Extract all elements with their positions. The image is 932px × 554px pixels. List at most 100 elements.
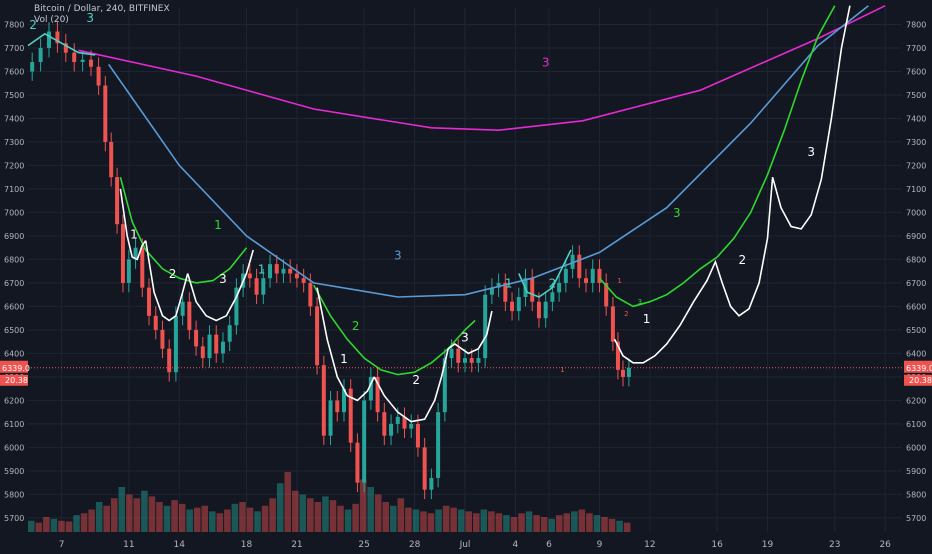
y-axis-tick-left: 6900 (4, 232, 24, 241)
candle-body (254, 278, 259, 295)
y-axis-tick-right: 7000 (906, 208, 926, 217)
volume-bar (495, 513, 503, 532)
candle-body (626, 367, 631, 377)
candle-body (187, 301, 192, 330)
volume-bar (473, 513, 480, 532)
volume-bar (103, 505, 110, 532)
volume-bar (510, 517, 518, 532)
y-axis-tick-left: 7400 (4, 114, 24, 123)
volume-indicator-label: Vol (20) (34, 15, 69, 25)
curve-teal-top (27, 32, 96, 56)
volume-bar (352, 503, 359, 532)
volume-bar (420, 511, 427, 532)
candle-body (321, 365, 326, 436)
volume-bar (269, 498, 276, 532)
candle-body (590, 268, 595, 283)
candle-body (449, 348, 454, 359)
volume-bar (314, 502, 322, 532)
price-badge-left (0, 360, 28, 373)
volume-bar (299, 494, 307, 532)
volume-bar (359, 479, 367, 532)
candle-body (355, 442, 360, 483)
candle-body (584, 278, 589, 283)
y-axis-tick-left: 6600 (4, 302, 24, 311)
curve-white-2a (144, 240, 189, 322)
candle-body (167, 348, 172, 373)
y-axis-tick-left: 7700 (4, 44, 24, 53)
x-axis-tick-label: 23 (829, 540, 840, 550)
volume-bar (193, 507, 201, 532)
volume-bar (344, 509, 352, 532)
volume-bar (412, 509, 420, 532)
x-axis-tick-label: 21 (291, 540, 302, 550)
candle-body (220, 341, 225, 354)
y-axis-tick-right: 7400 (906, 114, 926, 123)
candle-body (38, 47, 43, 63)
wave-label: 3 (86, 11, 94, 25)
wave-label: 3 (807, 145, 815, 159)
chart-legend: Bitcoin / Dollar, 240, BITFINEX Vol (20) (34, 4, 170, 26)
volume-bar (28, 520, 35, 532)
y-axis-tick-left: 5700 (4, 514, 24, 523)
y-axis-tick-left: 6000 (4, 443, 24, 452)
candle-body (496, 282, 501, 288)
candle-body (47, 31, 52, 48)
y-axis-tick-right: 6400 (906, 349, 926, 358)
y-axis-tick-left: 7000 (4, 208, 24, 217)
y-axis-tick-right: 7800 (906, 20, 926, 29)
volume-bar (442, 505, 450, 532)
y-axis-tick-left: 6500 (4, 326, 24, 335)
wave-label: 2 (739, 253, 747, 267)
curve-white-3a (186, 249, 254, 322)
candle-body (72, 52, 77, 63)
candle-body (563, 268, 568, 283)
y-axis-tick-right: 6600 (906, 302, 926, 311)
candle-body (530, 278, 535, 302)
curve-label-white-2b: 2 (412, 373, 420, 387)
x-axis-tick-label: 12 (644, 540, 655, 550)
volume-bar (50, 518, 58, 532)
candle-body (200, 346, 205, 359)
candle-body (328, 400, 333, 436)
volume-bar (540, 517, 548, 532)
y-axis-tick-right: 6200 (906, 396, 926, 405)
y-axis-tick-right: 6000 (906, 443, 926, 452)
y-axis-tick-right: 6900 (906, 232, 926, 241)
volume-bar (488, 511, 495, 532)
candle-body (362, 400, 367, 483)
y-axis-tick-left: 6400 (4, 349, 24, 358)
x-axis-tick-label: 19 (762, 540, 774, 550)
candle-body (180, 301, 185, 316)
wave-mark: 1 (560, 366, 564, 374)
volume-bar (276, 483, 284, 532)
candle-body (615, 341, 620, 370)
volume-bar (307, 498, 314, 532)
candle-body (456, 348, 461, 363)
candle-body (173, 315, 178, 373)
volume-bar (148, 496, 156, 532)
y-axis-tick-right: 7500 (906, 91, 926, 100)
candle-body (550, 292, 555, 302)
y-axis-tick-left: 6200 (4, 396, 24, 405)
x-axis-tick-label: 11 (123, 540, 134, 550)
candle-body (610, 306, 615, 342)
curve-white-path (613, 5, 851, 364)
x-axis-tick-label: 4 (513, 540, 519, 550)
candle-body (120, 224, 125, 283)
candle-body (194, 329, 199, 347)
x-axis-tick-label: 14 (174, 540, 186, 550)
candle-body (308, 282, 313, 307)
volume-bar (608, 518, 616, 532)
y-axis-tick-left: 7600 (4, 67, 24, 76)
y-axis-tick-left: 6700 (4, 279, 24, 288)
candle-body (247, 273, 252, 279)
candle-body (503, 282, 508, 302)
candle-body (409, 423, 414, 429)
volume-bar (73, 515, 80, 532)
candle-body (469, 358, 474, 363)
candle-body (335, 400, 340, 413)
volume-bar (254, 511, 261, 532)
